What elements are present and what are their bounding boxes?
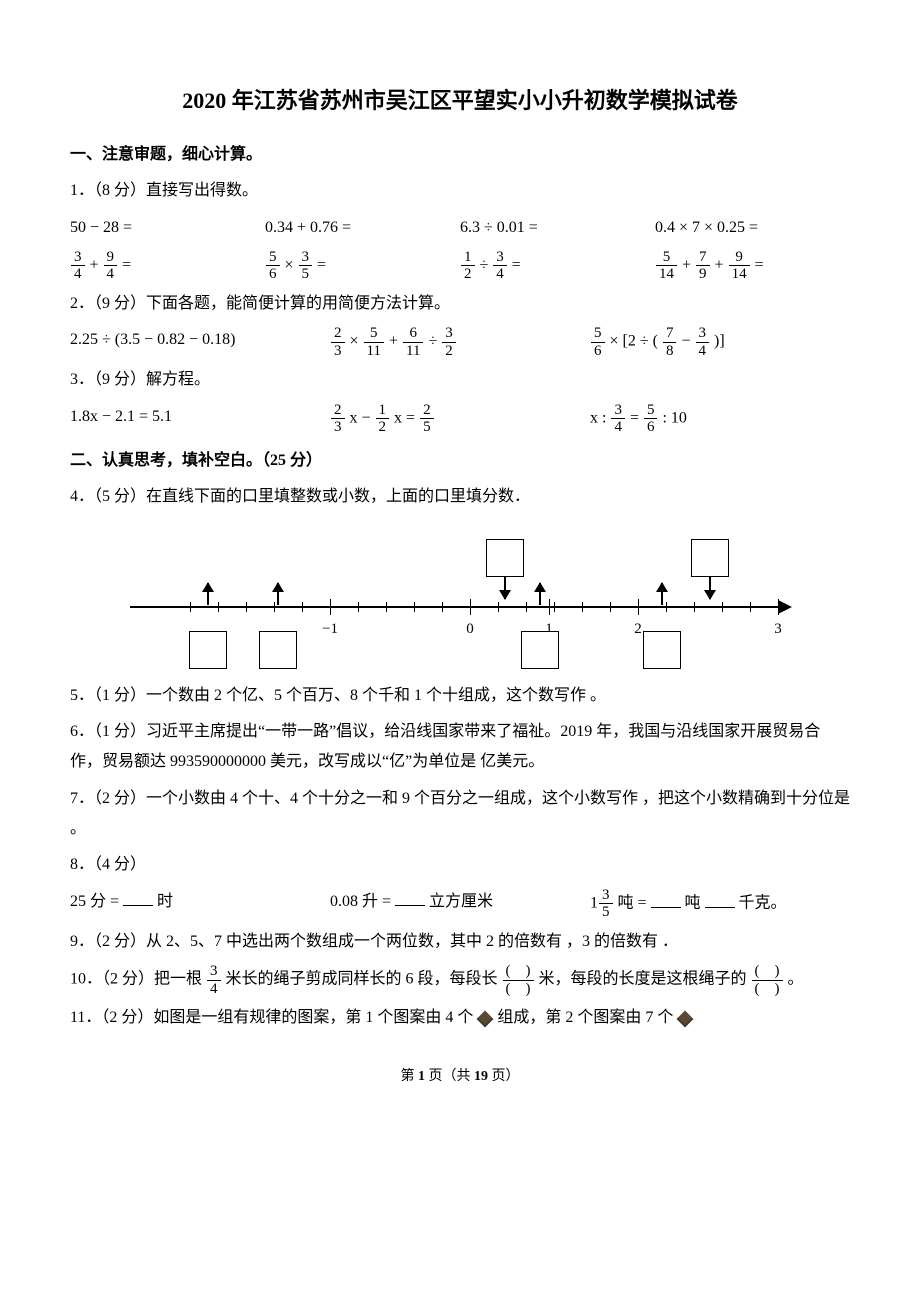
q1r2c2: 56 × 35 = bbox=[265, 249, 460, 283]
q11: 11．（2 分）如图是一组有规律的图案，第 1 个图案由 4 个 组成，第 2 … bbox=[70, 1003, 850, 1033]
q10: 10．（2 分）把一根 34 米长的绳子剪成同样长的 6 段，每段长 ( )( … bbox=[70, 963, 850, 997]
q1r1c2: 0.34 + 0.76 = bbox=[265, 213, 460, 243]
q8c1: 25 分 = 时 bbox=[70, 887, 330, 921]
q7: 7．（2 分）一个小数由 4 个十、4 个十分之一和 9 个百分之一组成，这个小… bbox=[70, 784, 850, 845]
q6: 6．（1 分）习近平主席提出“一带一路”倡议，给沿线国家带来了福祉。2019 年… bbox=[70, 717, 850, 778]
q9: 9．（2 分）从 2、5、7 中选出两个数组成一个两位数，其中 2 的倍数有 ，… bbox=[70, 927, 850, 957]
q1r1c3: 6.3 ÷ 0.01 = bbox=[460, 213, 655, 243]
q2c2: 23 × 511 + 611 ÷ 32 bbox=[330, 325, 590, 359]
q3c2: 23 x − 12 x = 25 bbox=[330, 402, 590, 436]
q1r2c4: 514 + 79 + 914 = bbox=[655, 249, 850, 283]
section-2-heading: 二、认真思考，填补空白。（25 分） bbox=[70, 446, 850, 476]
q2-stem: 2．（9 分）下面各题，能简便计算的用简便方法计算。 bbox=[70, 289, 850, 319]
q8c2: 0.08 升 = 立方厘米 bbox=[330, 887, 590, 921]
number-line-figure: −10123 bbox=[70, 531, 850, 671]
q4-stem: 4．（5 分）在直线下面的口里填整数或小数，上面的口里填分数． bbox=[70, 482, 850, 512]
q8-stem: 8．（4 分） bbox=[70, 850, 850, 880]
q2-row: 2.25 ÷ (3.5 − 0.82 − 0.18) 23 × 511 + 61… bbox=[70, 325, 850, 359]
q1r2c3: 12 ÷ 34 = bbox=[460, 249, 655, 283]
diamond-icon bbox=[677, 1010, 694, 1027]
q8c3: 135 吨 = 吨 千克。 bbox=[590, 887, 850, 921]
q2c1: 2.25 ÷ (3.5 − 0.82 − 0.18) bbox=[70, 325, 330, 359]
q3c3: x : 34 = 56 : 10 bbox=[590, 402, 850, 436]
page-title: 2020 年江苏省苏州市吴江区平望实小小升初数学模拟试卷 bbox=[70, 80, 850, 122]
q5: 5．（1 分）一个数由 2 个亿、5 个百万、8 个千和 1 个十组成，这个数写… bbox=[70, 681, 850, 711]
q3-stem: 3．（9 分）解方程。 bbox=[70, 365, 850, 395]
q1-stem: 1．（8 分）直接写出得数。 bbox=[70, 176, 850, 206]
q1r1c4: 0.4 × 7 × 0.25 = bbox=[655, 213, 850, 243]
diamond-icon bbox=[477, 1010, 494, 1027]
q1r1c1: 50 − 28 = bbox=[70, 213, 265, 243]
q1-row2: 34 + 94 = 56 × 35 = 12 ÷ 34 = 514 + 79 +… bbox=[70, 249, 850, 283]
page-footer: 第 1 页（共 19 页） bbox=[70, 1064, 850, 1091]
q3-row: 1.8x − 2.1 = 5.1 23 x − 12 x = 25 x : 34… bbox=[70, 402, 850, 436]
q2c3: 56 × [2 ÷ ( 78 − 34 )] bbox=[590, 325, 850, 359]
q1r2c1: 34 + 94 = bbox=[70, 249, 265, 283]
section-1-heading: 一、注意审题，细心计算。 bbox=[70, 140, 850, 170]
q1-row1: 50 − 28 = 0.34 + 0.76 = 6.3 ÷ 0.01 = 0.4… bbox=[70, 213, 850, 243]
q3c1: 1.8x − 2.1 = 5.1 bbox=[70, 402, 330, 436]
q8-row: 25 分 = 时 0.08 升 = 立方厘米 135 吨 = 吨 千克。 bbox=[70, 887, 850, 921]
